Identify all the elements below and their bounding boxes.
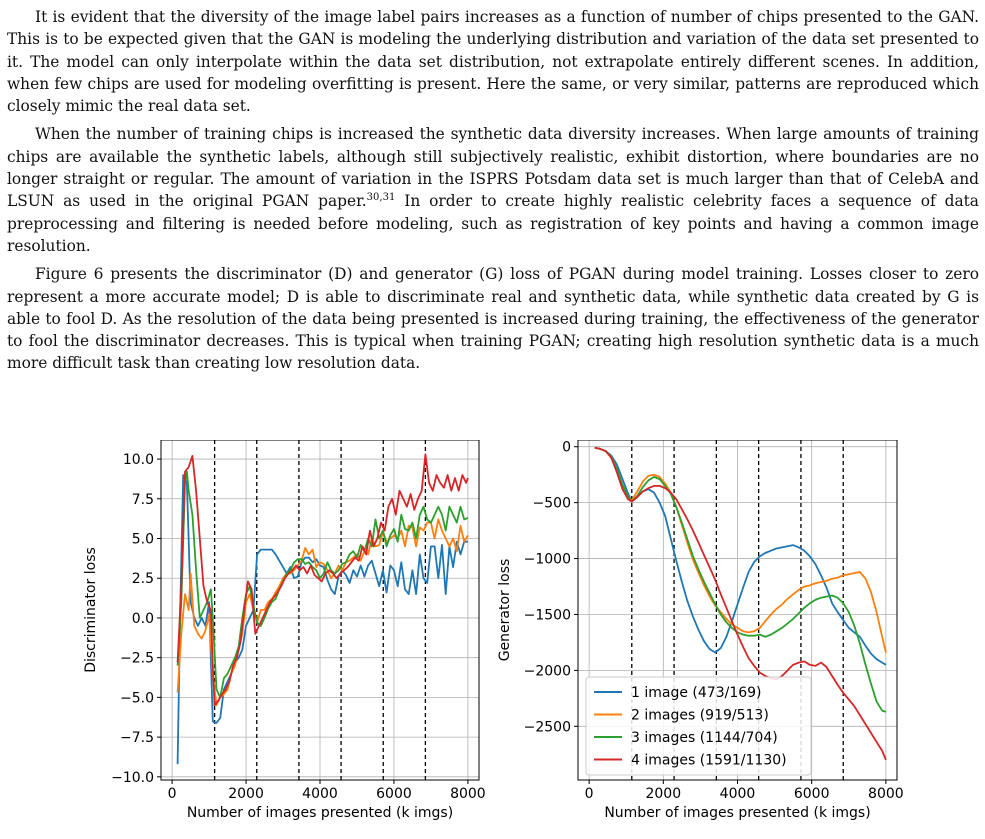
gen-ytick-label: −2000 bbox=[524, 663, 571, 679]
disc-ytick-label: 0.0 bbox=[132, 611, 154, 627]
gen-legend-label-3: 3 images (1144/704) bbox=[631, 730, 778, 746]
disc-ytick-label: −2.5 bbox=[120, 651, 154, 667]
figure: 0 2000 4000 6000 8000 −10.0 −7.5 −5.0 −2.5 0.0 2.5… bbox=[0, 440, 985, 839]
paragraph-3: Figure 6 presents the discriminator (D) … bbox=[7, 265, 979, 373]
gen-ytick-label: −500 bbox=[533, 496, 571, 512]
gen-legend-label-1: 1 image (473/169) bbox=[631, 685, 762, 701]
disc-xlabel: Number of images presented (k imgs) bbox=[187, 805, 453, 821]
gen-ytick-label: 0 bbox=[562, 440, 571, 456]
disc-xtick-label: 2000 bbox=[228, 786, 264, 802]
disc-xtick-label: 0 bbox=[168, 786, 177, 802]
disc-ytick-label: −5.0 bbox=[120, 690, 154, 706]
gen-xlabel: Number of images presented (k imgs) bbox=[604, 805, 870, 821]
disc-ytick-label: −10.0 bbox=[111, 770, 154, 786]
disc-ytick-label: 7.5 bbox=[132, 492, 154, 508]
generator-loss-chart: 0 2000 4000 6000 8000 0 −500 −1000 −1500 −2000 −25… bbox=[497, 440, 904, 821]
disc-ytick-label: 5.0 bbox=[132, 532, 154, 548]
gen-ylabel: Generator loss bbox=[497, 559, 513, 662]
disc-series-4-line bbox=[176, 453, 469, 707]
paragraph-2-text-cont: In order to create highly realistic cele… bbox=[7, 192, 979, 255]
disc-ytick-label: 2.5 bbox=[132, 571, 154, 587]
gen-ytick-label: −1000 bbox=[524, 552, 571, 568]
gen-legend-label-2: 2 images (919/513) bbox=[631, 708, 769, 724]
disc-ytick-label: −7.5 bbox=[120, 730, 154, 746]
gen-legend: 1 image (473/169) 2 images (919/513) 3 ima… bbox=[585, 676, 812, 776]
gen-series-4-line bbox=[594, 446, 887, 761]
gen-xtick-label: 8000 bbox=[868, 786, 904, 802]
paragraph-1: It is evident that the diversity of the … bbox=[7, 8, 979, 116]
disc-ylabel: Discriminator loss bbox=[83, 547, 99, 673]
disc-ytick-label: 10.0 bbox=[123, 452, 154, 468]
disc-xtick-label: 8000 bbox=[450, 786, 486, 802]
gen-ytick-label: −2500 bbox=[524, 719, 571, 735]
disc-series-3-line bbox=[176, 470, 469, 699]
paragraph-2: When the number of training chips is inc… bbox=[7, 123, 979, 257]
gen-series-1-line bbox=[594, 446, 887, 666]
gen-ytick-label: −1500 bbox=[524, 607, 571, 623]
gen-series-2-line bbox=[594, 446, 887, 653]
citation-superscript: 30,31 bbox=[366, 192, 396, 204]
discriminator-loss-chart: 0 2000 4000 6000 8000 −10.0 −7.5 −5.0 −2.5 0.0 2.5… bbox=[83, 440, 486, 821]
gen-xtick-label: 6000 bbox=[794, 786, 830, 802]
gen-xtick-label: 2000 bbox=[645, 786, 681, 802]
gen-xtick-label: 0 bbox=[585, 786, 594, 802]
gen-legend-box bbox=[585, 676, 812, 776]
disc-series-1-line bbox=[176, 474, 468, 765]
disc-series-2-line bbox=[176, 518, 469, 707]
disc-xtick-label: 4000 bbox=[302, 786, 338, 802]
disc-xtick-label: 6000 bbox=[376, 786, 412, 802]
gen-legend-label-4: 4 images (1591/1130) bbox=[631, 753, 787, 769]
gen-series-3-line bbox=[594, 446, 887, 713]
body-text: It is evident that the diversity of the … bbox=[7, 6, 979, 381]
paragraph-2-text: When the number of training chips is inc… bbox=[7, 125, 979, 211]
gen-xtick-label: 4000 bbox=[720, 786, 756, 802]
